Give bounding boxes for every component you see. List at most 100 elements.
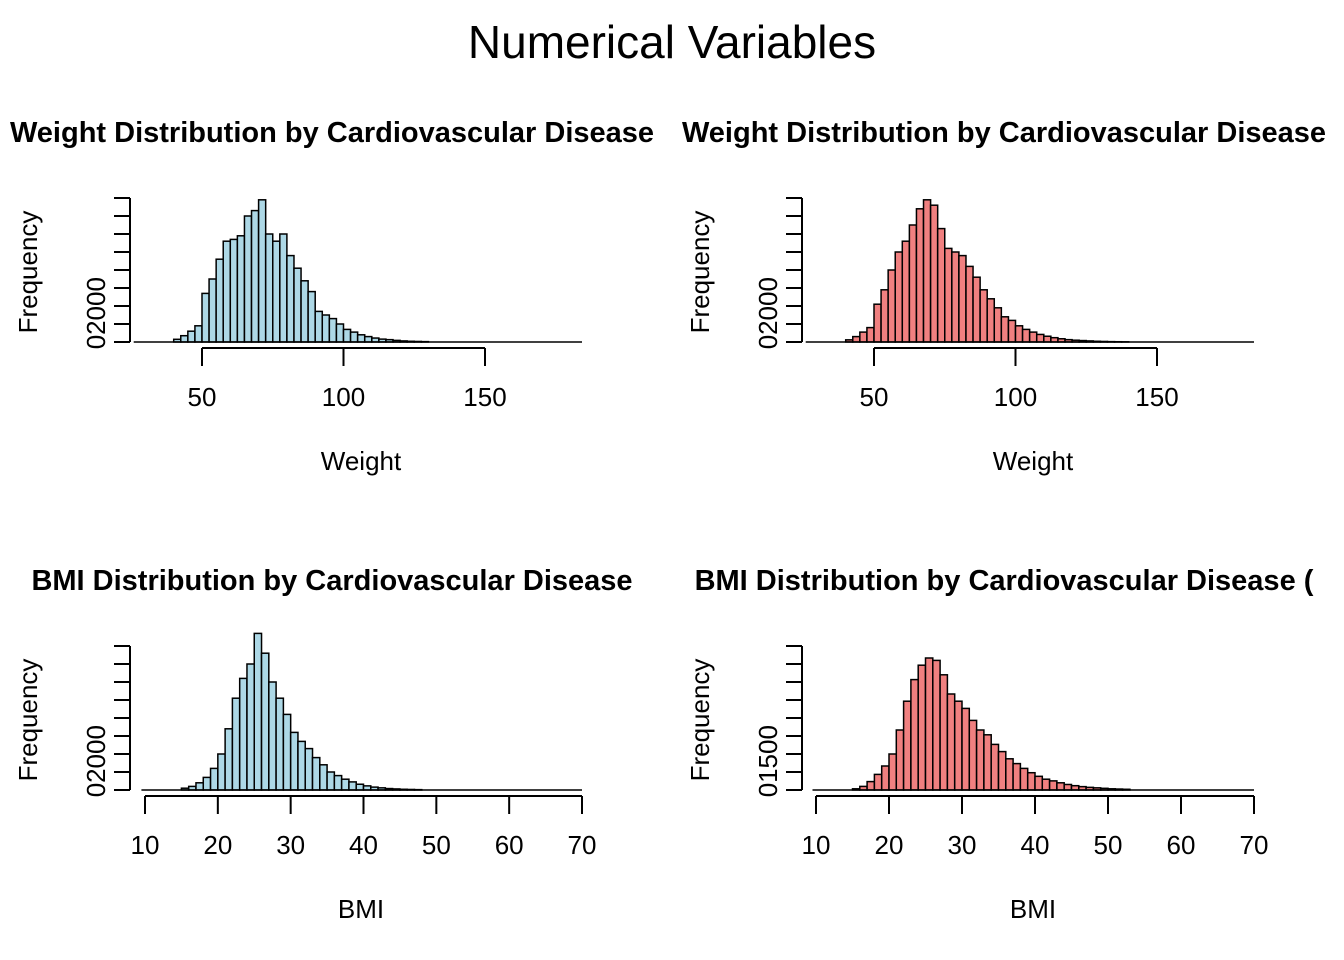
histogram-bar (180, 334, 189, 343)
histogram-bar (246, 663, 255, 791)
histogram-bar (866, 326, 875, 343)
histogram-bar (922, 199, 932, 343)
histogram-bar (1028, 331, 1038, 343)
histogram-bar (932, 659, 941, 791)
histogram-bar (340, 778, 350, 791)
histogram-bar (1012, 762, 1022, 791)
histogram-bar (209, 767, 219, 791)
panel-title: Weight Distribution by Cardiovascular Di… (682, 117, 1326, 149)
histogram-bar (201, 292, 210, 343)
histogram-bar (993, 307, 1003, 343)
histogram-bar (297, 740, 306, 791)
histogram-bar (314, 310, 324, 343)
x-tick-label: 20 (875, 830, 904, 860)
histogram-bar (1063, 783, 1073, 791)
histogram-bar (859, 331, 868, 343)
x-tick-label: 40 (1021, 830, 1050, 860)
x-axis-label: Weight (993, 446, 1074, 476)
histogram-bar (194, 325, 203, 343)
histogram-bar (951, 251, 960, 343)
histogram-bar (895, 729, 905, 791)
histogram-bar (1041, 778, 1051, 791)
histogram-bar (944, 247, 953, 343)
histogram-bar (229, 238, 239, 343)
histogram-bar (939, 674, 949, 791)
histogram-bar (1034, 775, 1044, 791)
x-tick-label: 50 (1094, 830, 1123, 860)
y-axis-label: Frequency (685, 211, 715, 334)
histogram-bar (866, 780, 876, 791)
histogram-bar (311, 756, 321, 791)
histogram-bar (355, 783, 365, 791)
histogram-bar (363, 335, 373, 343)
histogram-bar (326, 771, 336, 791)
histogram-bar (908, 224, 918, 343)
x-tick-label: 50 (188, 382, 217, 412)
histogram-bar (328, 317, 338, 343)
histogram-bar (975, 729, 985, 791)
histogram-bar (880, 765, 890, 791)
histogram-bar (231, 697, 241, 791)
histogram-bar (257, 199, 267, 343)
x-tick-label: 100 (994, 382, 1037, 412)
histogram-bar (953, 700, 963, 791)
histogram-bar (924, 657, 934, 791)
panel-title: BMI Distribution by Cardiovascular Disea… (31, 565, 632, 597)
histogram-panel: Weight Distribution by Cardiovascular Di… (682, 117, 1326, 476)
histogram-bar (289, 731, 299, 791)
histogram-bar (929, 204, 939, 343)
histogram-bar (279, 233, 288, 343)
x-tick-label: 30 (948, 830, 977, 860)
histogram-bar (873, 773, 883, 791)
histogram-bar (873, 303, 882, 343)
histogram-bar (887, 269, 896, 343)
panels: Weight Distribution by Cardiovascular Di… (10, 117, 1326, 924)
histogram-bar (990, 743, 1000, 791)
histogram-bar (894, 251, 904, 343)
histogram-bar (260, 652, 270, 791)
histogram-bar (187, 330, 196, 343)
histogram-bar (1019, 767, 1029, 791)
y-axis-label: Frequency (685, 659, 715, 782)
y-tick-label: 2000 (81, 277, 111, 335)
histogram-bar (1007, 319, 1017, 343)
histogram-panel: BMI Distribution by Cardiovascular Disea… (13, 565, 633, 924)
histogram-bar (852, 335, 861, 343)
x-tick-label: 150 (1135, 382, 1178, 412)
histogram-bar (307, 290, 316, 343)
histogram-bar (268, 681, 277, 791)
x-axis-label: BMI (338, 894, 384, 924)
histogram-bar (965, 265, 974, 343)
x-tick-label: 60 (1167, 830, 1196, 860)
histogram-bar (286, 254, 295, 343)
histogram-bar (968, 719, 978, 791)
panel-title: BMI Distribution by Cardiovascular Disea… (695, 565, 1314, 597)
histogram-bar (250, 209, 260, 343)
y-tick-label: 0 (753, 783, 783, 797)
histogram-panel: Weight Distribution by Cardiovascular Di… (10, 117, 654, 476)
histogram-bar (1000, 316, 1010, 343)
x-tick-label: 150 (463, 382, 506, 412)
x-tick-label: 70 (1240, 830, 1269, 860)
histogram-bar (253, 632, 263, 791)
histogram-bar (224, 728, 234, 791)
histogram-bar (1056, 782, 1065, 791)
histogram-bar (238, 677, 248, 791)
x-tick-label: 20 (203, 830, 232, 860)
figure-title: Numerical Variables (468, 16, 876, 68)
histogram-bar (321, 314, 331, 343)
histogram-bar (335, 323, 345, 343)
histogram-panel: BMI Distribution by Cardiovascular Disea… (685, 565, 1314, 924)
histogram-bar (958, 254, 967, 343)
y-tick-label: 0 (81, 783, 111, 797)
panel-title: Weight Distribution by Cardiovascular Di… (10, 117, 654, 149)
histogram-bar (880, 289, 889, 343)
histogram-bar (282, 713, 292, 791)
y-tick-label: 1500 (753, 725, 783, 783)
histogram-bar (304, 747, 314, 791)
histogram-bar (264, 233, 274, 343)
histogram-bar (979, 289, 988, 343)
histogram-bar (215, 258, 224, 343)
x-tick-label: 50 (860, 382, 889, 412)
